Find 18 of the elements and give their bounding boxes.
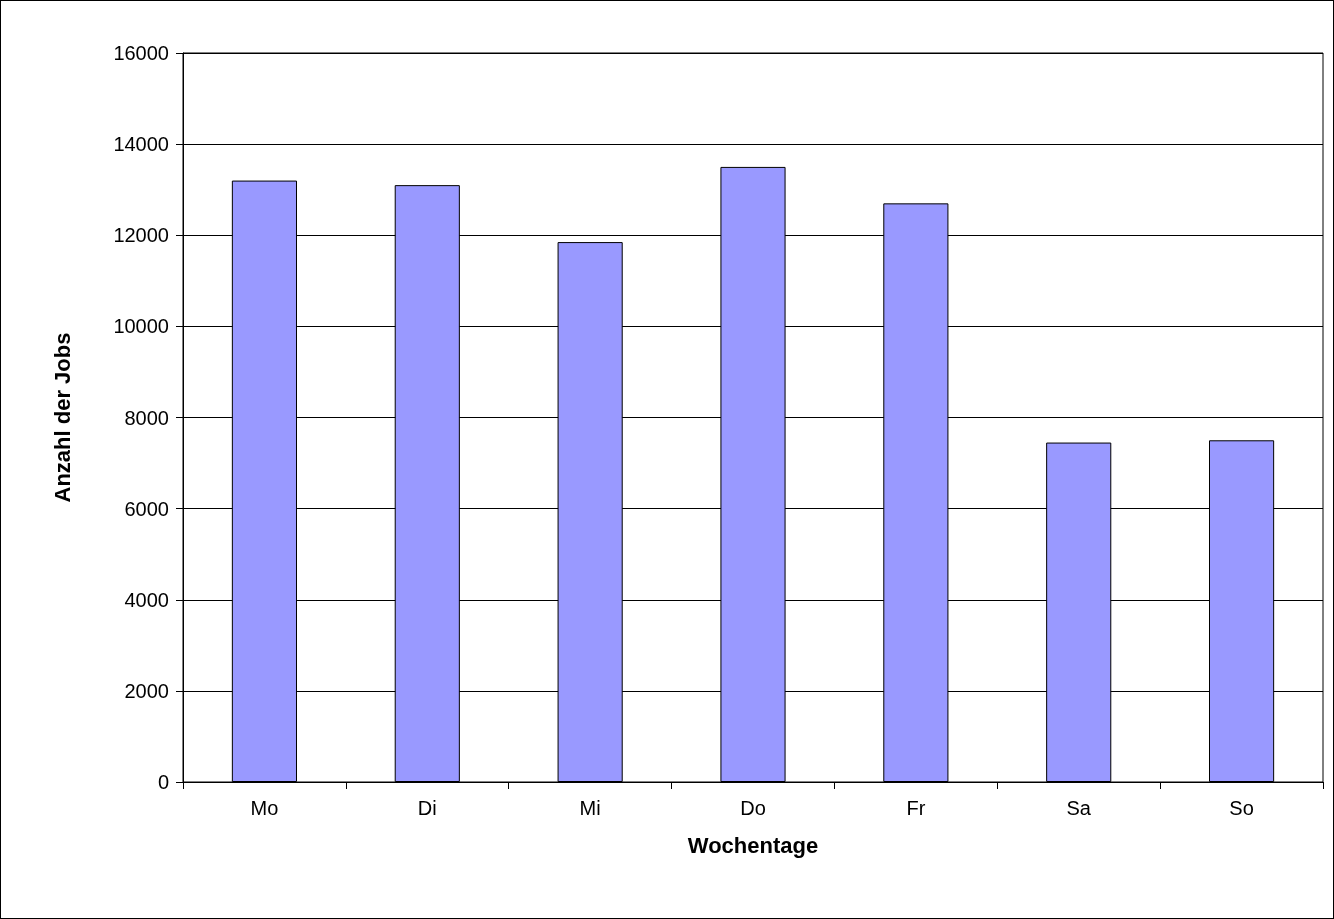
x-tick-label: Mi [579, 797, 601, 819]
y-axis-title: Anzahl der Jobs [49, 332, 75, 503]
x-tick-label: Sa [1066, 797, 1092, 819]
x-tick-label: So [1229, 797, 1254, 819]
x-tick-label: Di [417, 797, 437, 819]
y-tick-label: 10000 [113, 315, 169, 338]
y-tick-label: 2000 [124, 679, 169, 702]
y-tick-label: 16000 [113, 42, 169, 64]
y-tick-label: 14000 [113, 133, 169, 156]
y-tick-label: 0 [157, 771, 169, 793]
x-tick-label: Fr [906, 797, 926, 819]
x-axis-title: Wochentage [687, 832, 819, 858]
y-tick-label: 6000 [124, 497, 169, 520]
y-tick-label: 8000 [124, 406, 169, 429]
y-tick-label: 12000 [113, 224, 169, 247]
x-tick-label: Do [740, 797, 766, 819]
y-tick-label: 4000 [124, 588, 169, 611]
x-tick-label: Mo [250, 797, 279, 819]
